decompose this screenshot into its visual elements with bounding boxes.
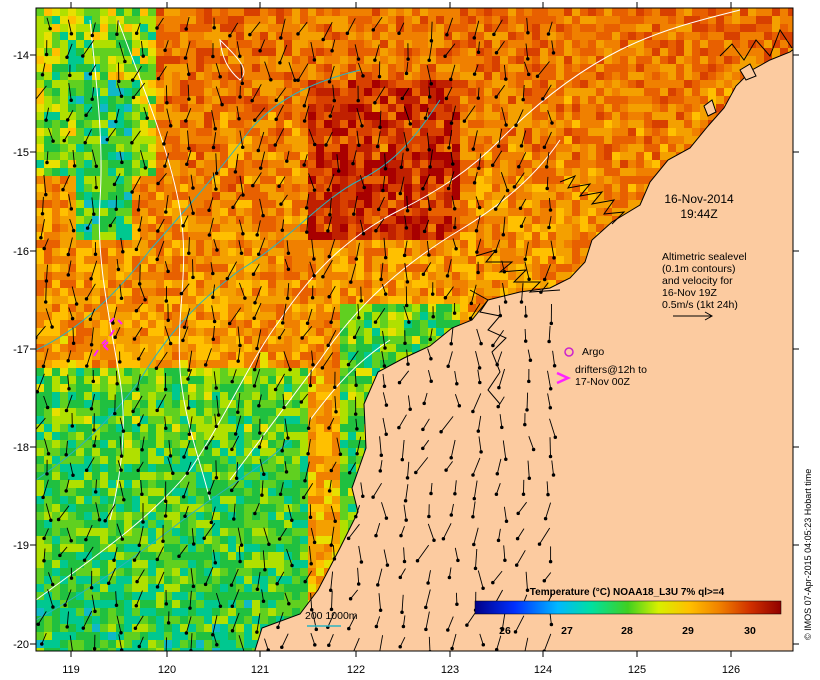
drifters-label-line1: drifters@12h to (575, 364, 647, 376)
sealevel-legend-line: Altimetric sealevel (662, 251, 747, 263)
lon-tick-label: 120 (158, 664, 176, 676)
colorbar: Temperature (°C) NOAA18_L3U 7% ql>=4 26 … (474, 587, 782, 637)
sealevel-legend-line: 0.5m/s (1kt 24h) (662, 299, 738, 311)
lon-tick-label: 121 (251, 664, 269, 676)
colorbar-gradient (474, 600, 782, 615)
lon-axis: 119 120 121 122 123 124 125 126 (62, 664, 740, 676)
lat-tick-label: -17 (13, 344, 29, 356)
sealevel-legend: Altimetric sealevel (0.1m contours) and … (662, 251, 747, 321)
sealevel-legend-line: 16-Nov 19Z (662, 287, 717, 299)
drifter-tracks (93, 317, 123, 357)
date-label: 16-Nov-2014 (664, 192, 734, 206)
drifter-marker-icon (556, 371, 572, 385)
lat-axis: -14 -15 -16 -17 -18 -19 -20 (13, 50, 29, 651)
credit-text: © IMOS 07-Apr-2015 04:05:23 Hobart time (803, 469, 813, 640)
drifters-label-line2: 17-Nov 00Z (575, 376, 630, 388)
lon-tick-label: 124 (534, 664, 552, 676)
colorbar-tick: 29 (682, 625, 694, 637)
lat-tick-label: -18 (13, 442, 29, 454)
island (739, 63, 757, 81)
time-label: 19:44Z (680, 207, 717, 221)
sst-field (36, 8, 793, 651)
lon-tick-label: 125 (628, 664, 646, 676)
argo-marker-icon (564, 347, 574, 357)
land (254, 48, 793, 651)
argo-label: Argo (582, 346, 604, 358)
lon-tick-label: 126 (722, 664, 740, 676)
colorbar-tick: 26 (499, 625, 511, 637)
lat-tick-label: -16 (13, 246, 29, 258)
depth-legend-label: 200 1000m (305, 610, 358, 622)
island (703, 99, 717, 117)
colorbar-title: Temperature (°C) NOAA18_L3U 7% ql>=4 (530, 587, 725, 598)
lon-tick-label: 119 (62, 664, 80, 676)
velocity-arrows (36, 16, 558, 651)
lon-tick-label: 123 (441, 664, 459, 676)
colorbar-tick: 28 (621, 625, 633, 637)
depth-contours (36, 69, 441, 621)
reference-arrow-icon (673, 311, 714, 321)
lat-tick-label: -14 (13, 50, 29, 62)
map-frame (35, 7, 794, 652)
kimberley-coast-detail (469, 28, 793, 405)
sealevel-legend-line: and velocity for (662, 275, 733, 287)
colorbar-tick: 27 (561, 625, 573, 637)
lat-tick-label: -19 (13, 540, 29, 552)
lat-tick-label: -20 (13, 639, 29, 651)
axis-ticks (30, 2, 799, 657)
lat-tick-label: -15 (13, 147, 29, 159)
sealevel-contours (36, 9, 741, 601)
colorbar-tick: 30 (744, 625, 756, 637)
lon-tick-label: 122 (347, 664, 365, 676)
sealevel-legend-line: (0.1m contours) (662, 263, 736, 275)
